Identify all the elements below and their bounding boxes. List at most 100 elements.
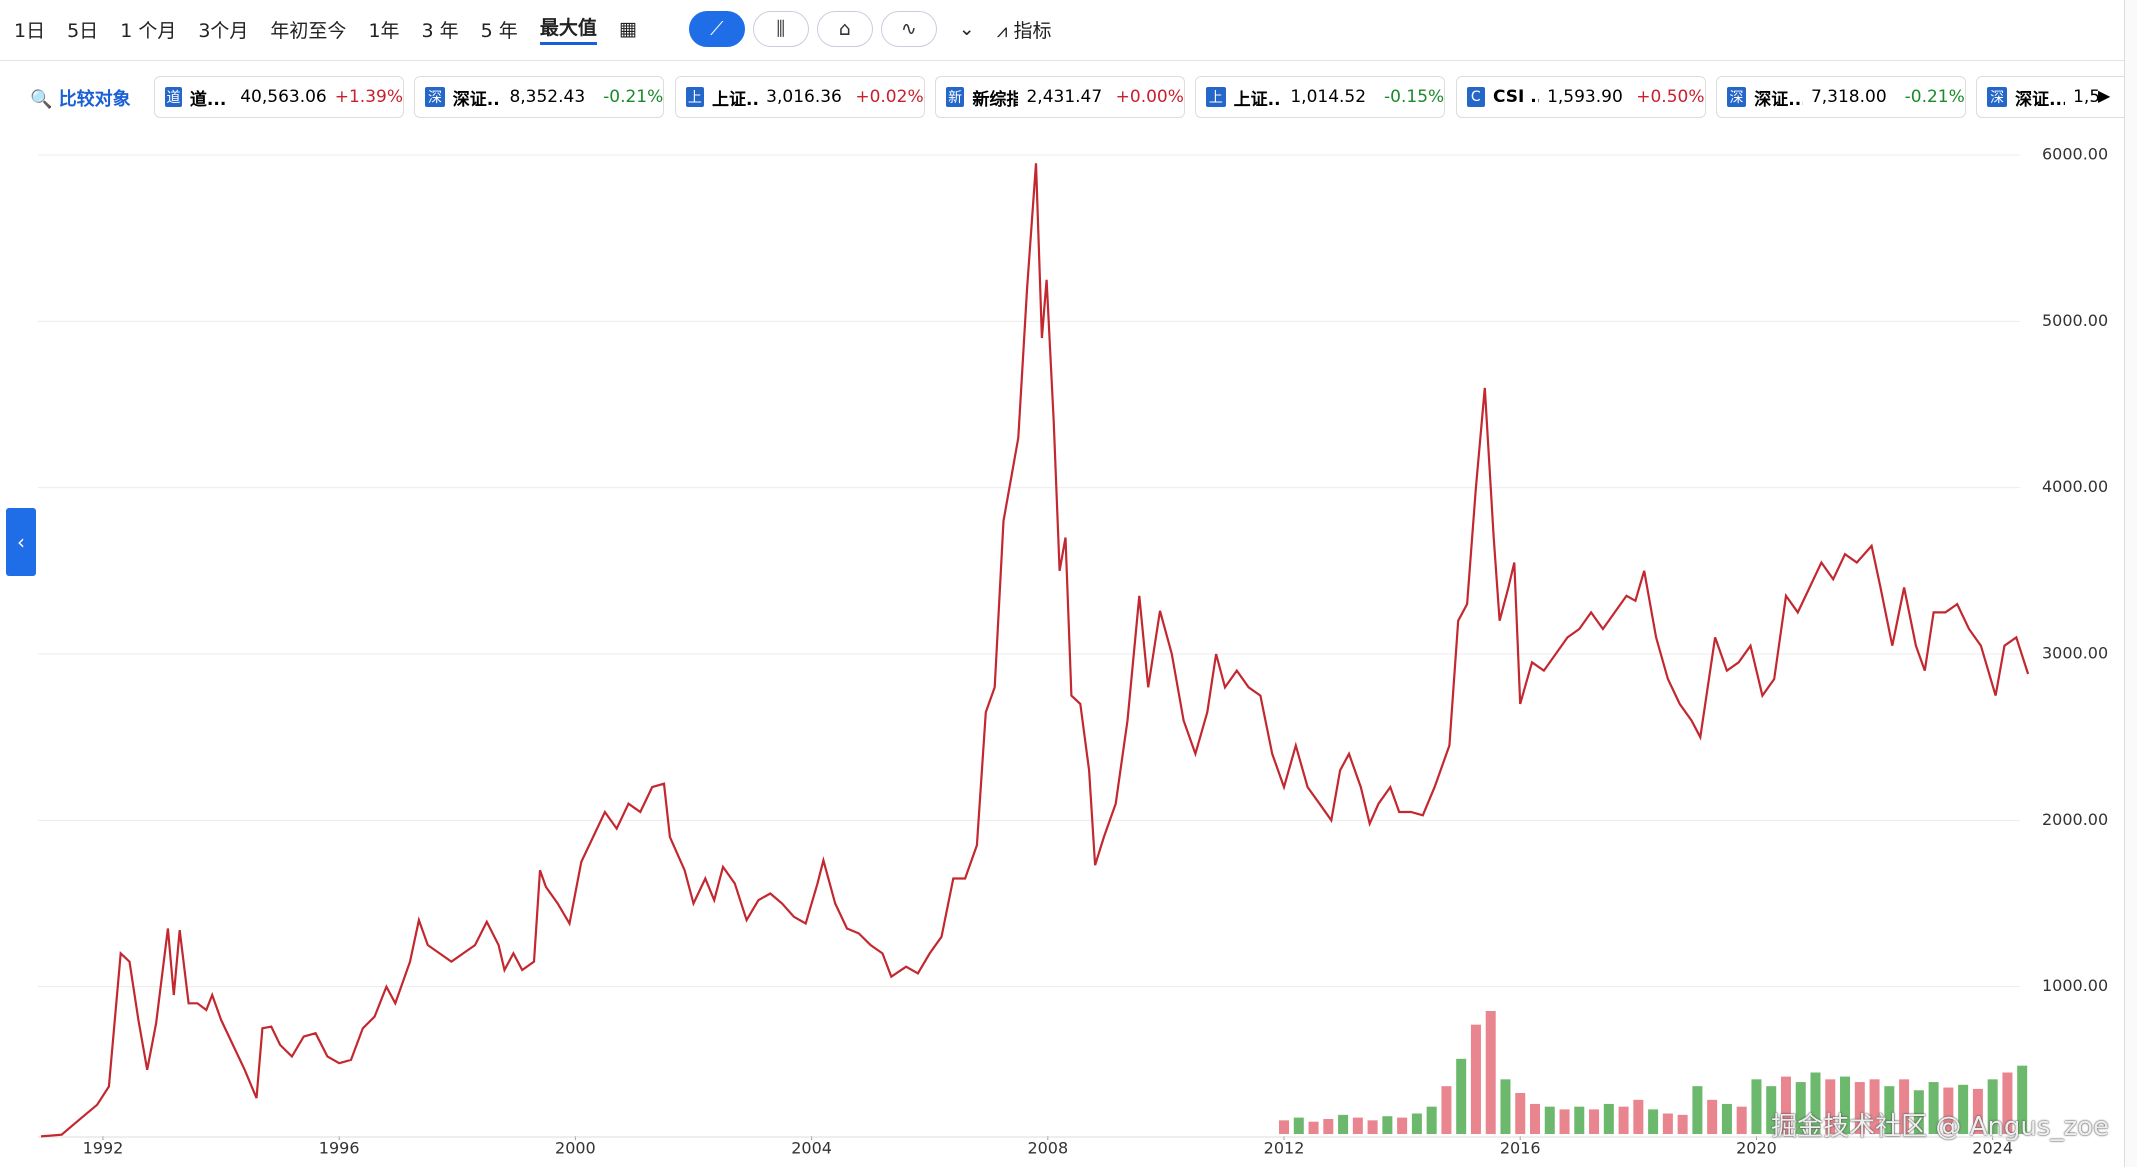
compare-chip[interactable]: 上上证... 3,016.36 +0.02% — [674, 76, 925, 118]
range-button[interactable]: 3 年 — [421, 19, 459, 42]
volume-bar — [1707, 1099, 1718, 1134]
chip-name: 深证... — [452, 89, 502, 110]
volume-bar — [1338, 1114, 1349, 1134]
volume-bar — [1899, 1079, 1910, 1134]
compare-button[interactable]: 🔍 比较对象 — [30, 89, 131, 110]
volume-bar — [1913, 1090, 1924, 1134]
chart-type-button[interactable]: ⫼ — [752, 11, 809, 47]
chart-type-button[interactable]: ⌂ — [816, 11, 873, 47]
volume-bar — [1544, 1106, 1555, 1134]
volume-bar — [1530, 1103, 1540, 1134]
compare-chip[interactable]: 深深证... 1,5 — [1976, 76, 2137, 118]
chip-icon: 深 — [425, 87, 445, 107]
chip-change: +1.39% — [334, 87, 403, 107]
collapse-tab[interactable]: ‹ — [6, 508, 36, 576]
volume-bar — [1928, 1082, 1939, 1134]
range-button[interactable]: 5日 — [67, 19, 99, 42]
volume-bar — [1795, 1082, 1806, 1134]
volume-bar — [1515, 1093, 1526, 1134]
x-tick-label: 2008 — [1027, 1139, 1068, 1158]
indicators-button[interactable]: ⩘ 指标 — [996, 19, 1052, 42]
chip-name: 上证... — [1233, 89, 1283, 110]
range-button[interactable]: 最大值 — [539, 13, 597, 45]
chip-value: 2,431.47 — [1026, 87, 1103, 107]
x-tick-label: 1996 — [319, 1139, 360, 1158]
x-tick-label: 2004 — [791, 1139, 832, 1158]
toolbar: 1日 5日 1 个月 3个月 年初至今 1年 3 年 5 年最大值 ▦ ⟋ ⫼ ⌂ ∿ ⌄ ⩘ 指标 — [14, 10, 1051, 48]
volume-bar — [1840, 1076, 1851, 1134]
chip-change: +0.02% — [855, 87, 924, 107]
x-tick-label: 2024 — [1972, 1139, 2013, 1158]
volume-bar — [1943, 1087, 1954, 1134]
chip-value: 1,014.52 — [1290, 87, 1367, 107]
volume-bar — [1810, 1072, 1821, 1134]
chip-change: -0.15% — [1384, 87, 1445, 107]
chip-change: -0.21% — [1904, 87, 1965, 107]
volume-bar — [1780, 1076, 1791, 1134]
volume-bar — [1751, 1079, 1762, 1134]
chip-value: 8,352.43 — [509, 87, 586, 107]
chart-type-group: ⟋ ⫼ ⌂ ∿ — [688, 11, 937, 47]
volume-bar — [1411, 1113, 1422, 1134]
volume-bar — [1500, 1079, 1511, 1134]
indicators-label: 指标 — [1013, 19, 1052, 42]
chip-name: 道... — [189, 89, 227, 110]
range-button[interactable]: 1年 — [368, 19, 400, 42]
compare-chip[interactable]: C CSI ... 1,593.90 +0.50% — [1455, 76, 1706, 118]
price-line — [40, 163, 2030, 1138]
calendar-button[interactable]: ▦ — [618, 18, 637, 40]
chip-icon: 深 — [1726, 87, 1747, 107]
volume-bar — [1382, 1116, 1393, 1134]
compare-chip[interactable]: 新新综指 2,431.47 +0.00% — [934, 76, 1185, 118]
volume-bar — [1825, 1079, 1836, 1134]
volume-bar — [1736, 1106, 1747, 1134]
y-tick-label: 2000.00 — [2042, 810, 2108, 829]
range-button[interactable]: 5 年 — [480, 19, 518, 42]
chip-change: +0.00% — [1115, 87, 1184, 107]
volume-bar — [1470, 1024, 1481, 1134]
volume-bar — [2017, 1065, 2028, 1134]
volume-bar — [1972, 1088, 1983, 1134]
volume-bar — [1677, 1114, 1688, 1134]
range-button[interactable]: 3个月 — [198, 19, 249, 42]
y-tick-label: 4000.00 — [2042, 477, 2108, 496]
range-button[interactable]: 1 个月 — [120, 19, 177, 42]
volume-bar — [1662, 1113, 1673, 1134]
x-tick-label: 1992 — [83, 1139, 124, 1158]
volume-bar — [1692, 1086, 1703, 1134]
chip-name: 新综指 — [972, 89, 1019, 110]
compare-chip[interactable]: 深深证... 7,318.00 -0.21% — [1715, 76, 1966, 118]
chip-change: -0.21% — [603, 87, 664, 107]
volume-bar — [1958, 1084, 1969, 1134]
y-tick-label: 5000.00 — [2042, 311, 2108, 330]
volume-bar — [1884, 1086, 1895, 1134]
chip-value: 3,016.36 — [766, 87, 842, 107]
chart-type-button[interactable]: ⟋ — [688, 11, 745, 47]
compare-chip[interactable]: 深深证... 8,352.43 -0.21% — [414, 76, 665, 118]
scroll-right[interactable]: ▶ — [2098, 86, 2111, 105]
range-button[interactable]: 年初至今 — [270, 19, 347, 42]
compare-chip[interactable]: 上上证... 1,014.52 -0.15% — [1195, 76, 1446, 118]
chip-icon: 深 — [1987, 87, 2008, 107]
volume-bar — [1854, 1082, 1865, 1134]
compare-row: 🔍 比较对象 — [30, 76, 154, 120]
compare-chip[interactable]: 道道... 40,563.06 +1.39% — [154, 76, 404, 118]
chip-value: 7,318.00 — [1810, 87, 1887, 107]
y-tick-label: 6000.00 — [2042, 145, 2108, 164]
range-button[interactable]: 1日 — [14, 19, 46, 42]
volume-bar — [1456, 1058, 1467, 1134]
volume-bar — [1603, 1103, 1614, 1134]
volume-bar — [1352, 1117, 1363, 1134]
volume-bar — [1648, 1109, 1659, 1134]
volume-bar — [2002, 1072, 2013, 1134]
compare-label: 比较对象 — [58, 89, 131, 110]
x-tick-label: 2000 — [555, 1139, 596, 1158]
volume-bar — [1987, 1079, 1998, 1134]
dropdown[interactable]: ⌄ — [958, 18, 975, 40]
scrollbar — [2124, 0, 2137, 1167]
volume-bar — [1574, 1106, 1585, 1134]
x-tick-label: 2012 — [1264, 1139, 1305, 1158]
chart-type-button[interactable]: ∿ — [880, 11, 937, 47]
